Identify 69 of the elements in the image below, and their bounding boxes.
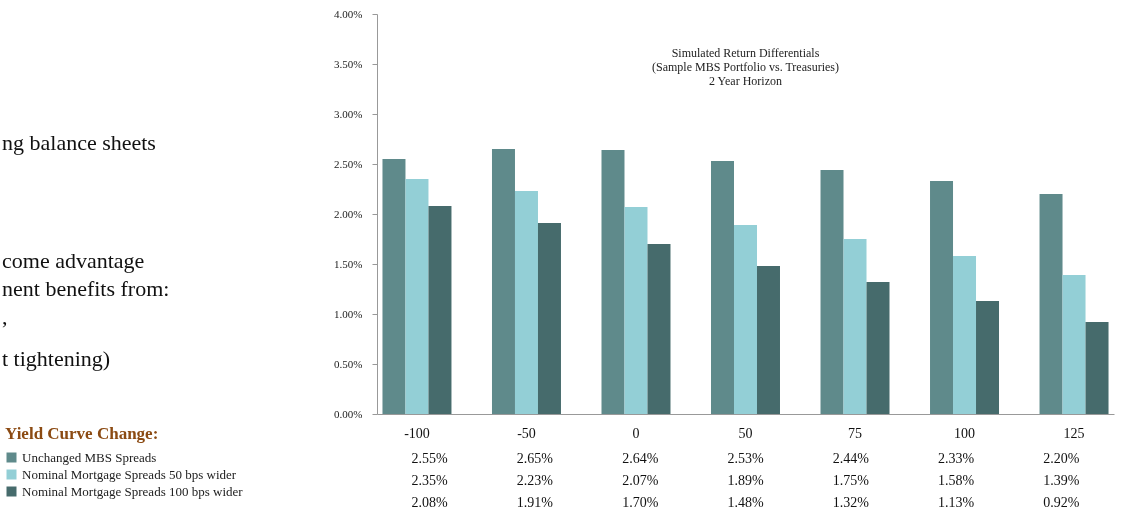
bar [1039, 194, 1063, 414]
text: come advantage [2, 248, 145, 274]
bar [1062, 275, 1086, 414]
x-tick-label: -50 [517, 425, 536, 441]
text: (Sample MBS Portfolio vs. Treasuries) 2 Year Horizon [651, 60, 840, 88]
text: , [2, 304, 8, 330]
bar [537, 223, 561, 414]
data-label: 2.53% [727, 451, 764, 466]
data-label: 2.35% [411, 473, 449, 488]
y-tick-label: 0.00% [334, 407, 363, 420]
legend-label: Unchanged MBS Spreads [22, 449, 157, 465]
data-label: 1.91% [516, 495, 554, 510]
x-tick-label: 125 [1063, 425, 1085, 441]
data-label: 1.13% [937, 495, 975, 510]
data-label: 2.07% [622, 473, 659, 488]
data-label: 2.20% [1043, 451, 1080, 466]
x-tick-label: 50 [738, 425, 753, 441]
data-label: 1.58% [937, 473, 975, 488]
x-tick-label: 100 [954, 425, 976, 441]
text: ng balance sheets [2, 130, 156, 156]
data-label: 1.48% [727, 495, 764, 510]
text: Simulated Return Differentials [671, 46, 820, 60]
bar [491, 149, 515, 414]
x-tick-label: 0 [632, 425, 640, 441]
bar [820, 170, 844, 414]
legend-label: Nominal Mortgage Spreads 100 bps wider [22, 483, 244, 499]
bar [976, 301, 1000, 414]
bar [866, 282, 890, 414]
bar [382, 159, 406, 414]
data-label: 1.39% [1043, 473, 1080, 488]
y-tick-label: 3.50% [334, 57, 363, 70]
bar [647, 244, 671, 414]
bar [843, 239, 867, 414]
data-label: 2.23% [516, 473, 554, 488]
data-label: 2.33% [937, 451, 975, 466]
bar [514, 191, 538, 414]
data-label: 2.64% [622, 451, 659, 466]
bar [428, 206, 452, 414]
data-label: 2.08% [411, 495, 449, 510]
data-label: 0.92% [1043, 495, 1080, 510]
bar [601, 150, 625, 414]
data-label: 1.75% [832, 473, 870, 488]
y-tick-label: 2.50% [334, 157, 363, 170]
y-tick-label: 3.00% [334, 107, 363, 120]
x-tick-label: -100 [404, 425, 430, 441]
data-label: 2.44% [832, 451, 870, 466]
legend-title: Yield Curve Change: [5, 424, 159, 443]
data-label: 1.32% [832, 495, 870, 510]
bar [405, 179, 429, 414]
bar [734, 225, 757, 414]
y-tick-label: 1.50% [334, 257, 363, 270]
data-label: 1.70% [622, 495, 659, 510]
y-tick-label: 1.00% [334, 307, 363, 320]
y-tick-label: 2.00% [334, 207, 363, 220]
bar [711, 161, 734, 414]
y-tick-label: 0.50% [334, 357, 363, 370]
text: t tightening) [2, 346, 111, 372]
bar [757, 266, 780, 414]
data-label: 2.55% [411, 451, 449, 466]
data-label: 2.65% [516, 451, 554, 466]
bar [930, 181, 954, 414]
text: nent benefits from: [2, 276, 170, 302]
legend-label: Nominal Mortgage Spreads 50 bps wider [22, 466, 237, 482]
x-tick-label: 75 [848, 425, 863, 441]
y-tick-label: 4.00% [334, 7, 363, 20]
bar [624, 207, 648, 414]
bar [953, 256, 977, 414]
bar [1085, 322, 1109, 414]
data-label: 1.89% [727, 473, 764, 488]
